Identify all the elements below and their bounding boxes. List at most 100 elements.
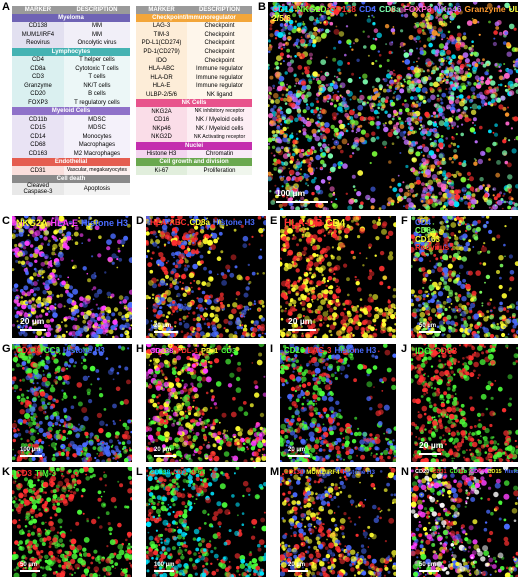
signal-dot [516,330,518,335]
signal-dot [91,255,94,258]
signal-dot [57,303,63,309]
signal-dot [390,79,394,83]
signal-dot [213,220,216,223]
signal-dot [419,322,422,325]
signal-dot [204,294,210,301]
signal-dot [355,222,359,226]
signal-dot [340,149,344,154]
signal-dot [70,316,75,321]
signal-dot [461,296,467,302]
signal-dot [295,151,298,155]
signal-dot [304,69,310,75]
signal-dot [304,231,311,238]
signal-dot [463,44,468,50]
signal-dot [285,241,290,247]
signal-dot [294,9,298,12]
signal-dot [476,79,479,83]
signal-dot [300,325,303,328]
signal-dot [268,43,272,47]
signal-dot [376,115,380,119]
signal-dot [128,314,132,320]
signal-dot [474,333,480,338]
signal-dot [515,135,518,141]
signal-dot [302,109,307,114]
signal-dot [182,306,187,311]
signal-dot [332,116,337,121]
signal-dot [337,144,342,150]
signal-dot [254,324,257,327]
signal-dot [454,65,460,72]
signal-dot [479,290,483,294]
signal-dot [176,281,179,285]
signal-dot [486,310,490,314]
signal-dot [100,315,105,320]
signal-dot [82,358,87,362]
signal-dot [466,197,470,200]
signal-dot [448,71,454,77]
signal-dot [441,38,444,41]
signal-dot [94,225,100,231]
signal-dot [468,208,471,210]
signal-dot [288,19,294,25]
panel-f-image: CD4 CD8a CD163 Reovirus 50 µm [411,216,518,338]
signal-dot [450,327,456,333]
signal-dot [285,41,289,46]
signal-dot [236,305,241,310]
signal-dot [475,231,478,235]
signal-dot [280,146,284,150]
signal-dot [347,205,353,210]
signal-dot [39,223,46,229]
signal-dot [24,443,28,447]
signal-dot [343,227,350,234]
signal-dot [473,234,475,237]
signal-dot [28,430,32,434]
signal-dot [486,301,491,306]
signal-dot [309,8,314,13]
signal-dot [309,156,314,161]
signal-dot [92,446,97,450]
signal-dot [474,124,476,126]
signal-dot [352,144,358,149]
signal-dot [97,442,100,446]
signal-dot [12,216,15,221]
signal-dot [451,41,454,45]
signal-dot [438,65,442,69]
signal-dot [468,226,471,229]
signal-dot [28,358,30,361]
signal-dot [150,320,153,322]
signal-dot [359,116,365,121]
signal-dot [117,439,120,442]
signal-dot [450,248,454,251]
signal-dot [27,313,31,317]
signal-dot [467,205,471,209]
signal-dot [483,242,486,245]
signal-dot [170,333,175,338]
signal-dot [479,94,486,100]
signal-dot [62,352,66,356]
signal-dot [45,331,52,338]
signal-dot [328,192,333,198]
signal-dot [160,235,165,239]
signal-dot [365,194,371,201]
signal-dot [429,279,432,282]
signal-dot [37,244,44,251]
signal-dot [171,279,178,285]
signal-dot [422,286,425,290]
signal-dot [482,184,485,187]
signal-dot [469,323,474,328]
signal-dot [451,125,453,127]
signal-dot [213,298,219,304]
signal-dot [494,336,497,338]
signal-dot [336,132,339,136]
signal-dot [305,3,312,9]
signal-dot [188,230,191,234]
signal-dot [325,284,328,288]
signal-dot [166,283,168,285]
signal-dot [44,255,48,260]
signal-dot [104,329,108,333]
signal-dot [372,219,377,224]
signal-dot [429,22,432,25]
signal-dot [493,196,498,201]
signal-dot [321,109,327,115]
signal-dot [329,314,333,319]
